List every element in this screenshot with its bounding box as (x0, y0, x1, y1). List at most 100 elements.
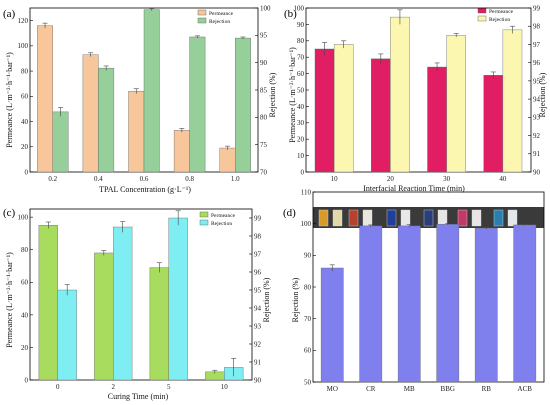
panel-d-ytick-label-2: 70 (304, 315, 312, 323)
panel-d-bar-s0-3 (436, 224, 460, 383)
panel-d-ytick-label-0: 50 (304, 378, 312, 386)
panel-c-bar-s1-1 (113, 226, 133, 381)
panel-b-bar-s0-2 (427, 66, 447, 173)
vial-acb (493, 209, 518, 227)
panel-c-ytick-label-1: 20 (21, 344, 29, 352)
panel-a-y2tick-label-2: 80 (260, 114, 268, 122)
panel-d-ytick-label-3: 80 (304, 283, 312, 291)
panel-c: (c) Permeance (L·m⁻²·h⁻¹·bar⁻¹) Rejectio… (3, 207, 271, 401)
panel-c-ytick-label-3: 60 (21, 279, 29, 287)
panel-d-bar-s0-0 (320, 267, 344, 383)
panel-a-y2tick-label-3: 85 (260, 86, 268, 94)
panel-d-ylabel: Rejection (%) (291, 277, 300, 322)
panel-c-y2tick-label-3: 93 (254, 322, 262, 330)
panel-a-ytick-label-0: 0 (25, 168, 29, 176)
panel-b-y2tick-label-9: 99 (533, 4, 541, 12)
panel-c-plot: 0 20 40 60 80 100 90 91 92 93 94 95 96 97 98 99 0 2 5 10 (18, 208, 262, 391)
panel-b-bar-s1-0 (333, 44, 354, 173)
panel-c-ylabel: Permeance (L·m⁻²·h⁻¹·bar⁻¹) (5, 252, 14, 348)
panel-b-ytick-label-8: 80 (297, 37, 305, 45)
vial-rb (457, 209, 482, 227)
panel-a-y2tick-label-1: 75 (260, 141, 268, 149)
panel-b-plot: 0 10 20 30 40 50 60 70 80 90 100 90 91 92 93 94 95 96 97 98… (294, 4, 541, 183)
panel-c-bar-s0-2 (149, 267, 169, 381)
panel-c-ytick-label-2: 40 (21, 311, 29, 319)
panel-c-y2tick-label-8: 98 (254, 232, 262, 240)
panel-c-xtick-label-2: 5 (167, 383, 171, 391)
panel-d-bar-s0-5 (513, 224, 537, 383)
panel-b-xtick-label-3: 40 (499, 175, 507, 183)
panel-c-ylabel-right: Rejection (%) (262, 277, 271, 322)
panel-c-legend-swatch-permeance (199, 211, 209, 218)
panel-b-legend-swatch-rejection (477, 15, 487, 22)
panel-a-legend-label-rejection: Rejection (209, 19, 230, 25)
panel-b-ytick-label-6: 60 (297, 70, 305, 78)
panel-c-xtick-label-3: 10 (221, 383, 229, 391)
panel-b-y2tick-label-3: 93 (533, 114, 541, 122)
panel-b-xtick-label-2: 30 (443, 175, 451, 183)
panel-b-y2tick-label-2: 92 (533, 132, 541, 140)
panel-d-plot: 50 60 70 80 90 100 110 MO CR MB BBG RB ACB (301, 188, 545, 393)
panel-b-y2tick-label-4: 94 (533, 96, 541, 104)
panel-c-bar-s1-0 (57, 289, 77, 381)
panel-a-xtick-label-3: 0.8 (185, 175, 194, 183)
panel-a-bar-s1-4 (234, 37, 251, 173)
panel-a-y2tick-label-5: 95 (260, 32, 268, 40)
panel-b-ytick-label-1: 10 (297, 152, 305, 160)
panel-a-ytick-label-3: 60 (21, 93, 29, 101)
panel-c-ytick-label-4: 80 (21, 246, 29, 254)
panel-c-y2tick-label-2: 92 (254, 340, 262, 348)
panel-d-bar-s0-2 (397, 225, 421, 383)
panel-b-xtick-label-1: 20 (387, 175, 395, 183)
panel-b-ylabel-right: Rejection (%) (538, 72, 547, 117)
panel-a-bar-s1-3 (189, 36, 206, 173)
panel-d-bar-s0-4 (474, 227, 498, 383)
panel-b-y2tick-label-5: 95 (533, 77, 541, 85)
panel-a-ytick-label-1: 20 (21, 143, 29, 151)
panel-a-bar-s1-1 (98, 67, 115, 173)
panel-b-xlabel: Interfacial Reaction Time (min) (363, 184, 465, 193)
panel-d-xtick-label-4: RB (482, 385, 492, 393)
panel-b: (b) Permeance (L·m⁻²·h⁻¹·bar⁻¹) Rejectio… (284, 7, 547, 193)
panel-b-ytick-label-9: 90 (297, 21, 305, 29)
panel-b-ytick-label-2: 20 (297, 136, 305, 144)
panel-a-xtick-label-2: 0.6 (140, 175, 149, 183)
panel-c-xtick-label-0: 0 (56, 383, 60, 391)
panel-d-ytick-label-1: 60 (304, 347, 312, 355)
panel-a-ytick-label-4: 80 (21, 67, 29, 75)
panel-a-ytick-label-5: 100 (18, 42, 29, 50)
panel-a-ylabel-right: Rejection (%) (268, 72, 277, 117)
panel-b-ytick-label-3: 30 (297, 119, 305, 127)
panel-c-y2tick-label-9: 99 (254, 214, 262, 222)
panel-label-a: (a) (3, 8, 16, 20)
panel-a-y2tick-label-0: 70 (260, 168, 268, 176)
panel-d: (d) Rejection (%) (283, 207, 544, 322)
panel-a-xlabel: TPAL Concentration (g·L⁻¹) (99, 185, 191, 194)
panel-d-xtick-label-1: CR (366, 385, 376, 393)
panel-c-xtick-label-1: 2 (112, 383, 116, 391)
panel-a-xtick-label-1: 0.4 (94, 175, 103, 183)
panel-c-bar-s0-0 (38, 225, 58, 381)
panel-d-ytick-label-5: 100 (301, 220, 312, 228)
panel-c-legend-label-rejection: Rejection (211, 221, 232, 227)
panel-b-ytick-label-0: 0 (301, 168, 305, 176)
panel-a-y2tick-label-4: 90 (260, 59, 268, 67)
panel-b-bar-s1-1 (390, 16, 410, 173)
panel-b-bar-s0-1 (371, 58, 391, 173)
panel-a-bar-s0-0 (37, 25, 54, 173)
panel-a-ylabel: Permeance (L·m⁻²·h⁻¹·bar⁻¹) (5, 52, 14, 148)
panel-b-y2tick-label-8: 98 (533, 23, 541, 31)
panel-b-ytick-label-5: 50 (297, 86, 305, 94)
panel-d-xtick-label-2: MB (404, 385, 415, 393)
panel-label-b: (b) (284, 8, 297, 20)
panel-b-y2tick-label-6: 96 (533, 59, 541, 67)
panel-c-y2tick-label-5: 95 (254, 286, 262, 294)
panel-d-xtick-label-5: ACB (518, 385, 533, 393)
panel-b-y2tick-label-1: 91 (533, 150, 541, 158)
panel-b-ytick-label-4: 40 (297, 103, 305, 111)
panel-b-y2tick-label-0: 90 (533, 168, 541, 176)
panel-a-bar-s0-3 (173, 130, 190, 173)
panel-b-bar-s1-2 (446, 35, 466, 173)
panel-b-bar-s0-0 (314, 48, 335, 173)
